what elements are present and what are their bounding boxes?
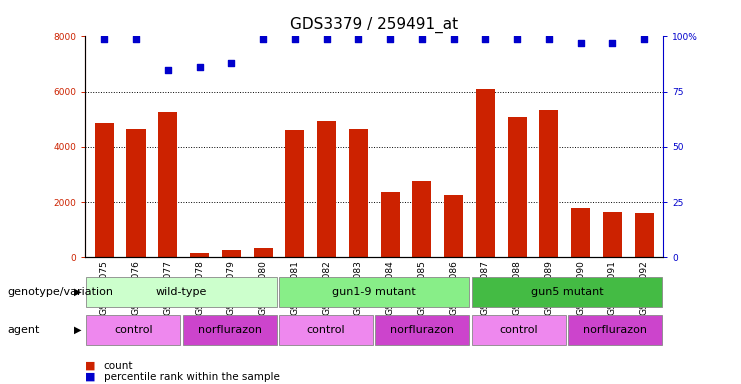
Text: genotype/variation: genotype/variation <box>7 287 113 297</box>
Bar <box>159 113 177 257</box>
Text: GDS3379 / 259491_at: GDS3379 / 259491_at <box>290 17 458 33</box>
Text: control: control <box>114 325 153 335</box>
Text: gun5 mutant: gun5 mutant <box>531 287 603 297</box>
Bar <box>381 192 399 257</box>
Bar <box>222 250 241 257</box>
Bar <box>317 121 336 257</box>
Text: percentile rank within the sample: percentile rank within the sample <box>104 372 279 382</box>
Bar <box>472 315 565 346</box>
Text: agent: agent <box>7 325 40 335</box>
Text: ▶: ▶ <box>74 287 82 297</box>
Point <box>448 36 459 42</box>
Bar <box>279 315 373 346</box>
Bar <box>87 276 276 307</box>
Point <box>289 36 301 42</box>
Bar <box>87 315 180 346</box>
Bar <box>444 195 463 257</box>
Point <box>321 36 333 42</box>
Bar <box>253 248 273 257</box>
Bar <box>190 253 209 257</box>
Point <box>225 60 237 66</box>
Text: wild-type: wild-type <box>156 287 207 297</box>
Text: control: control <box>307 325 345 335</box>
Text: ▶: ▶ <box>74 325 82 335</box>
Point <box>384 36 396 42</box>
Bar <box>376 315 469 346</box>
Point <box>353 36 365 42</box>
Bar <box>571 208 590 257</box>
Text: control: control <box>499 325 538 335</box>
Text: norflurazon: norflurazon <box>391 325 454 335</box>
Bar <box>285 130 305 257</box>
Bar <box>568 315 662 346</box>
Point <box>257 36 269 42</box>
Text: ■: ■ <box>85 372 96 382</box>
Text: count: count <box>104 361 133 371</box>
Point <box>638 36 650 42</box>
Bar <box>412 181 431 257</box>
Bar <box>472 276 662 307</box>
Point <box>543 36 555 42</box>
Point <box>193 64 205 71</box>
Point <box>479 36 491 42</box>
Point <box>511 36 523 42</box>
Point <box>416 36 428 42</box>
Bar <box>539 109 559 257</box>
Point <box>130 36 142 42</box>
Point <box>99 36 110 42</box>
Bar <box>279 276 469 307</box>
Bar <box>95 123 114 257</box>
Text: ■: ■ <box>85 361 96 371</box>
Point <box>162 66 173 73</box>
Bar <box>183 315 276 346</box>
Bar <box>349 129 368 257</box>
Bar <box>603 212 622 257</box>
Text: gun1-9 mutant: gun1-9 mutant <box>332 287 416 297</box>
Bar <box>476 89 495 257</box>
Text: norflurazon: norflurazon <box>583 325 647 335</box>
Point <box>606 40 618 46</box>
Bar <box>127 129 145 257</box>
Bar <box>508 116 527 257</box>
Point <box>575 40 587 46</box>
Text: norflurazon: norflurazon <box>198 325 262 335</box>
Bar <box>634 213 654 257</box>
